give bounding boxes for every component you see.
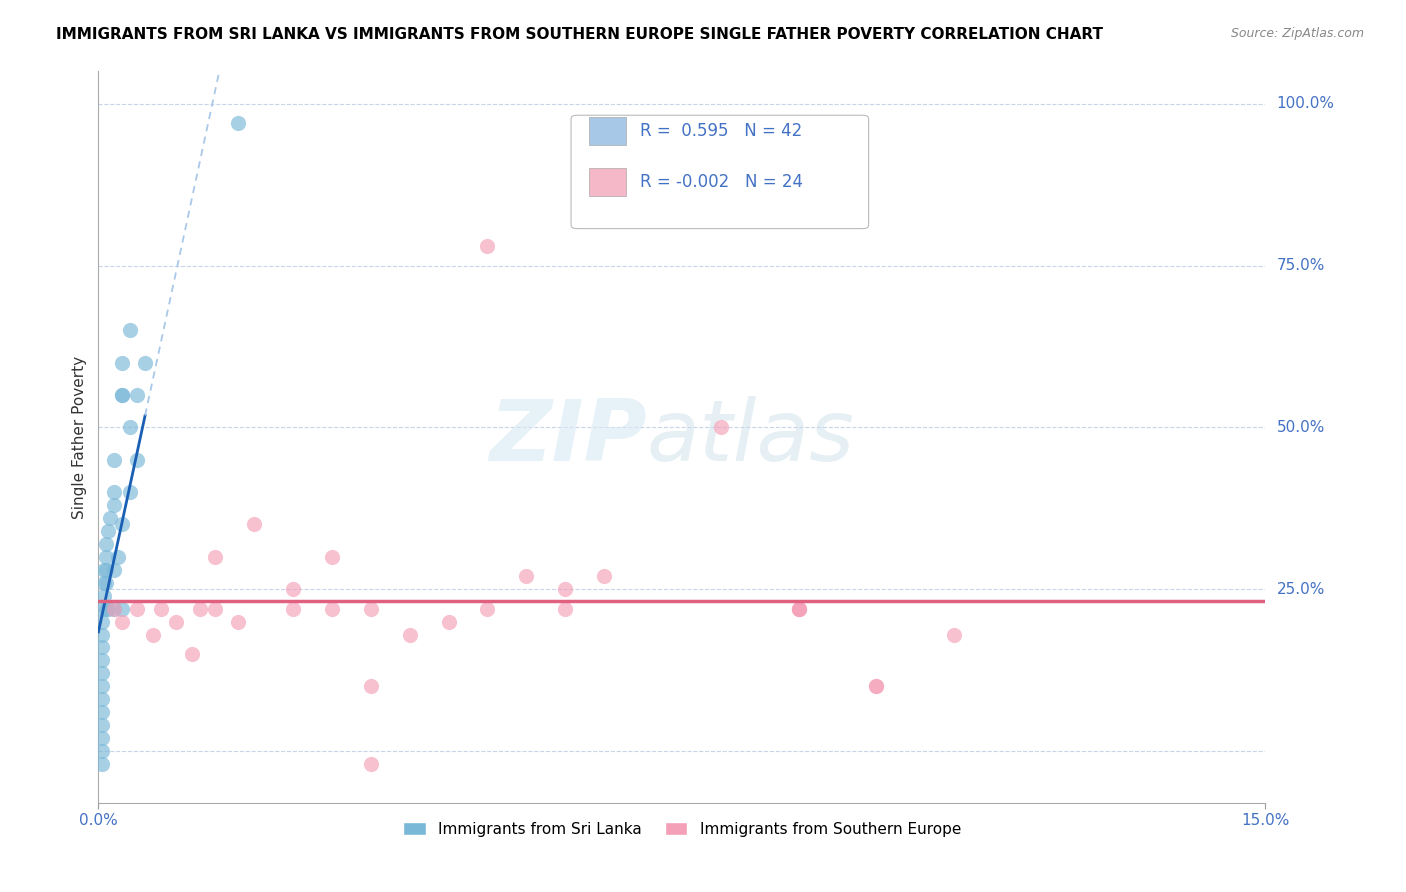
Text: Source: ZipAtlas.com: Source: ZipAtlas.com xyxy=(1230,27,1364,40)
Point xyxy=(91,615,114,629)
Y-axis label: Single Father Poverty: Single Father Poverty xyxy=(72,356,87,518)
Point xyxy=(243,517,266,532)
Point xyxy=(111,356,134,370)
Point xyxy=(111,517,134,532)
Point xyxy=(103,601,125,615)
Point xyxy=(127,388,149,402)
Point xyxy=(96,537,118,551)
Point xyxy=(865,679,887,693)
Point xyxy=(91,731,114,745)
Point xyxy=(91,692,114,706)
Point xyxy=(165,615,187,629)
Legend: Immigrants from Sri Lanka, Immigrants from Southern Europe: Immigrants from Sri Lanka, Immigrants fr… xyxy=(396,815,967,843)
Point xyxy=(93,563,115,577)
Point xyxy=(281,582,304,597)
Point xyxy=(477,239,499,253)
Point xyxy=(204,549,226,564)
Point xyxy=(107,549,129,564)
Point xyxy=(91,640,114,655)
Point xyxy=(593,569,616,583)
Point xyxy=(554,601,576,615)
Point xyxy=(134,356,156,370)
Text: IMMIGRANTS FROM SRI LANKA VS IMMIGRANTS FROM SOUTHERN EUROPE SINGLE FATHER POVER: IMMIGRANTS FROM SRI LANKA VS IMMIGRANTS … xyxy=(56,27,1104,42)
Text: 25.0%: 25.0% xyxy=(1277,582,1324,597)
Text: 50.0%: 50.0% xyxy=(1277,420,1324,435)
Point xyxy=(96,601,118,615)
Point xyxy=(865,679,887,693)
Point xyxy=(93,575,115,590)
Point xyxy=(787,601,810,615)
Point xyxy=(515,569,537,583)
Point xyxy=(360,601,382,615)
Point xyxy=(91,705,114,719)
Point xyxy=(118,420,141,434)
Point xyxy=(91,666,114,681)
Point xyxy=(710,420,733,434)
Point xyxy=(321,549,343,564)
Point xyxy=(149,601,172,615)
Point xyxy=(96,575,118,590)
Point xyxy=(93,589,115,603)
Point xyxy=(360,756,382,771)
Point xyxy=(943,627,966,641)
Point xyxy=(228,116,250,130)
Point xyxy=(787,601,810,615)
Point xyxy=(91,601,114,615)
Point xyxy=(180,647,202,661)
Point xyxy=(91,744,114,758)
Text: ZIP: ZIP xyxy=(489,395,647,479)
Point xyxy=(142,627,165,641)
Point xyxy=(97,524,120,538)
Point xyxy=(91,627,114,641)
Text: atlas: atlas xyxy=(647,395,855,479)
Point xyxy=(103,452,125,467)
Point xyxy=(321,601,343,615)
Point xyxy=(91,679,114,693)
Point xyxy=(118,323,141,337)
Point xyxy=(111,601,134,615)
Point xyxy=(554,582,576,597)
Text: R = -0.002   N = 24: R = -0.002 N = 24 xyxy=(640,173,803,191)
Point xyxy=(91,653,114,667)
Point xyxy=(103,485,125,500)
Point xyxy=(91,718,114,732)
Text: 100.0%: 100.0% xyxy=(1277,96,1334,112)
FancyBboxPatch shape xyxy=(589,117,626,145)
Point xyxy=(98,511,121,525)
Point xyxy=(127,452,149,467)
Point xyxy=(111,615,134,629)
Point xyxy=(477,601,499,615)
FancyBboxPatch shape xyxy=(589,168,626,195)
Point xyxy=(360,679,382,693)
Point xyxy=(91,756,114,771)
Point xyxy=(204,601,226,615)
Point xyxy=(103,601,125,615)
Point xyxy=(188,601,211,615)
Point xyxy=(111,388,134,402)
Point xyxy=(97,601,120,615)
Point xyxy=(437,615,460,629)
Point xyxy=(281,601,304,615)
Point xyxy=(398,627,420,641)
Point xyxy=(127,601,149,615)
Text: R =  0.595   N = 42: R = 0.595 N = 42 xyxy=(640,121,803,140)
Text: 75.0%: 75.0% xyxy=(1277,258,1324,273)
Point xyxy=(118,485,141,500)
Point xyxy=(787,601,810,615)
Point xyxy=(96,549,118,564)
Point xyxy=(111,388,134,402)
FancyBboxPatch shape xyxy=(571,115,869,228)
Point xyxy=(96,563,118,577)
Point xyxy=(228,615,250,629)
Point xyxy=(103,498,125,512)
Point xyxy=(103,563,125,577)
